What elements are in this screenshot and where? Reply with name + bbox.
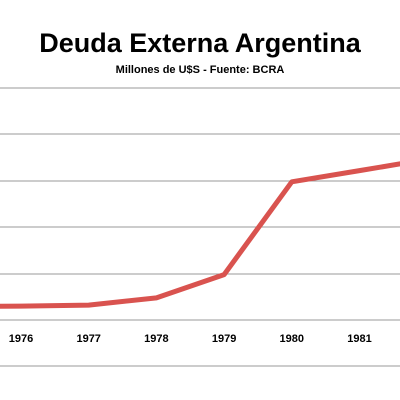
x-tick-label: 1979 <box>212 333 236 345</box>
series-line <box>0 161 400 309</box>
gridlines <box>0 87 400 367</box>
chart-subtitle: Millones de U$S - Fuente: BCRA <box>115 64 285 76</box>
x-axis-labels: 1976 1977 1978 1979 1980 1981 <box>9 333 372 345</box>
x-tick-label: 1976 <box>9 333 33 345</box>
x-tick-label: 1980 <box>280 333 304 345</box>
series-group <box>0 161 400 309</box>
x-tick-label: 1977 <box>76 333 100 345</box>
chart-title: Deuda Externa Argentina <box>39 28 361 58</box>
x-tick-label: 1978 <box>144 333 168 345</box>
x-tick-label: 1981 <box>347 333 371 345</box>
